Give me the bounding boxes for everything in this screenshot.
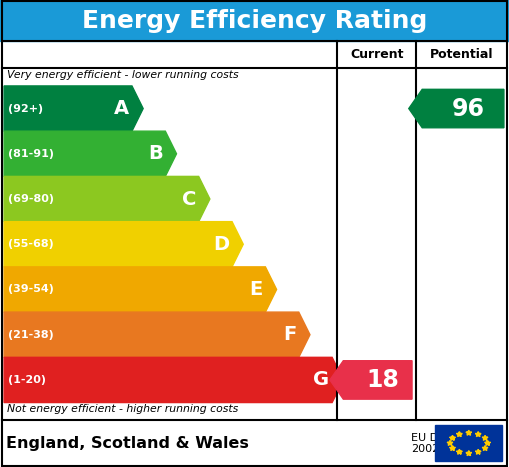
Text: Energy Efficiency Rating: Energy Efficiency Rating: [82, 8, 427, 33]
Text: England, Scotland & Wales: England, Scotland & Wales: [6, 436, 249, 451]
Text: Potential: Potential: [430, 48, 494, 61]
Polygon shape: [466, 430, 472, 435]
Text: EU Directive
2002/91/EC: EU Directive 2002/91/EC: [411, 433, 479, 454]
Polygon shape: [485, 440, 491, 446]
Text: Not energy efficient - higher running costs: Not energy efficient - higher running co…: [7, 404, 238, 414]
Polygon shape: [4, 267, 276, 312]
Polygon shape: [482, 435, 488, 440]
Text: D: D: [213, 235, 230, 254]
Text: A: A: [115, 99, 129, 118]
Text: Current: Current: [350, 48, 404, 61]
Text: 96: 96: [451, 97, 485, 120]
Polygon shape: [475, 449, 481, 454]
Polygon shape: [4, 86, 143, 131]
Text: G: G: [314, 370, 330, 389]
Text: (55-68): (55-68): [8, 239, 54, 249]
Polygon shape: [449, 446, 456, 451]
Text: E: E: [249, 280, 263, 299]
Text: (81-91): (81-91): [8, 149, 54, 159]
Text: (21-38): (21-38): [8, 330, 54, 340]
Polygon shape: [482, 446, 488, 451]
Text: F: F: [283, 325, 296, 344]
Polygon shape: [466, 451, 472, 456]
Bar: [0, 0, 509, 41]
Polygon shape: [475, 432, 481, 437]
Polygon shape: [409, 89, 504, 128]
Polygon shape: [4, 312, 310, 357]
Polygon shape: [457, 449, 462, 454]
Text: (39-54): (39-54): [8, 284, 54, 295]
Text: B: B: [148, 144, 163, 163]
Polygon shape: [4, 177, 210, 222]
Polygon shape: [457, 432, 462, 437]
Polygon shape: [449, 435, 456, 440]
Text: (69-80): (69-80): [8, 194, 54, 204]
Text: C: C: [182, 190, 196, 208]
Text: (1-20): (1-20): [8, 375, 46, 385]
Polygon shape: [4, 357, 343, 403]
Text: Very energy efficient - lower running costs: Very energy efficient - lower running co…: [7, 70, 238, 80]
Polygon shape: [330, 361, 412, 399]
Polygon shape: [4, 222, 243, 267]
Text: (92+): (92+): [8, 104, 43, 113]
Text: 18: 18: [366, 368, 399, 392]
Polygon shape: [447, 440, 453, 446]
Bar: [435, 425, 502, 461]
Polygon shape: [4, 131, 177, 177]
